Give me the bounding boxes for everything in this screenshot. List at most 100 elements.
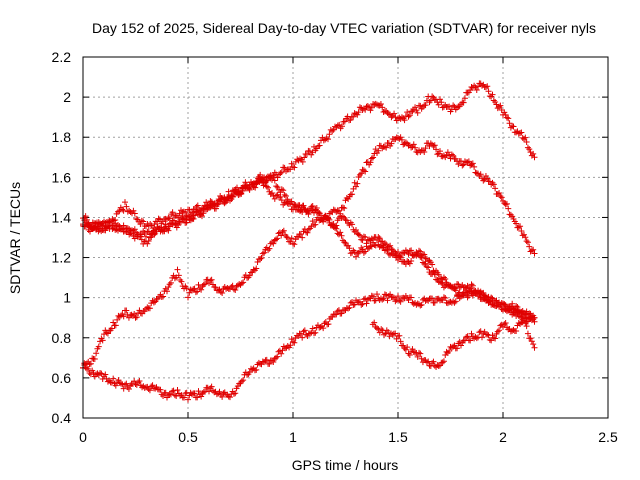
data-point [175, 272, 182, 279]
data-point [187, 389, 194, 396]
data-point [371, 319, 378, 326]
data-point [238, 191, 245, 198]
data-point [402, 113, 409, 120]
data-point [452, 285, 459, 292]
data-point [397, 134, 404, 141]
data-point [273, 183, 280, 190]
data-point [391, 248, 398, 255]
data-point [370, 154, 377, 161]
data-point [404, 344, 411, 351]
data-point [355, 231, 362, 238]
data-point [501, 301, 508, 308]
data-point [306, 148, 313, 155]
data-point [489, 301, 496, 308]
data-point [522, 311, 529, 318]
data-point [230, 286, 237, 293]
data-point [110, 375, 117, 382]
data-point [297, 231, 304, 238]
data-point [460, 99, 467, 106]
data-point [461, 283, 468, 290]
data-point [312, 329, 319, 336]
data-point [238, 378, 245, 385]
data-point [351, 249, 358, 256]
data-point [244, 371, 251, 378]
data-point [354, 180, 361, 187]
data-point [451, 285, 458, 292]
data-point [255, 359, 262, 366]
data-point [165, 284, 172, 291]
data-point [322, 212, 329, 219]
data-point [400, 342, 407, 349]
data-point [360, 249, 367, 256]
data-point [259, 358, 266, 365]
data-point [391, 110, 398, 117]
data-point [291, 164, 298, 171]
data-point [278, 197, 285, 204]
data-point [270, 174, 277, 181]
data-point [379, 296, 386, 303]
data-point [323, 135, 330, 142]
data-point [427, 140, 434, 147]
data-point [232, 287, 239, 294]
data-point [291, 201, 298, 208]
data-point [261, 249, 268, 256]
data-point [519, 319, 526, 326]
data-point [131, 310, 138, 317]
data-point [208, 383, 215, 390]
data-point [229, 193, 236, 200]
data-point [321, 320, 328, 327]
data-point [288, 160, 295, 167]
data-point [418, 355, 425, 362]
data-point [353, 227, 359, 234]
data-point [419, 259, 426, 266]
data-point [398, 136, 405, 143]
data-point [406, 260, 413, 267]
data-points [80, 80, 538, 403]
data-point [425, 264, 432, 271]
data-point [250, 183, 257, 190]
grid-lines [83, 57, 608, 418]
data-point [305, 211, 312, 218]
data-point [380, 295, 387, 302]
data-point [437, 96, 443, 103]
data-point [395, 135, 401, 142]
data-point [468, 330, 475, 337]
data-point [451, 299, 458, 306]
data-point [492, 335, 499, 342]
data-point [287, 342, 294, 349]
data-point [515, 224, 522, 231]
data-point [522, 320, 529, 327]
data-point [506, 120, 513, 127]
data-point [452, 298, 459, 305]
data-point [274, 353, 281, 360]
data-point [395, 257, 401, 264]
data-point [440, 358, 447, 365]
data-point [101, 218, 107, 225]
data-point [384, 247, 391, 254]
data-point [133, 314, 140, 321]
data-point [422, 145, 429, 152]
data-point [136, 307, 143, 314]
data-point [514, 303, 521, 310]
data-point [368, 104, 375, 111]
data-point [397, 298, 404, 305]
data-point [482, 84, 489, 91]
data-point [484, 331, 491, 338]
data-point [515, 308, 522, 315]
data-point [417, 253, 424, 260]
data-point [102, 219, 109, 226]
data-point [253, 265, 260, 272]
data-point [496, 103, 503, 110]
data-point [160, 227, 167, 234]
data-point [200, 389, 207, 396]
data-point [284, 342, 291, 349]
data-point [199, 213, 205, 220]
data-point [161, 228, 168, 235]
data-point [456, 338, 463, 345]
data-point [473, 290, 480, 297]
data-point [253, 366, 260, 373]
data-point [396, 332, 403, 339]
data-point [414, 353, 421, 360]
data-point [202, 281, 209, 288]
data-point [135, 379, 142, 386]
